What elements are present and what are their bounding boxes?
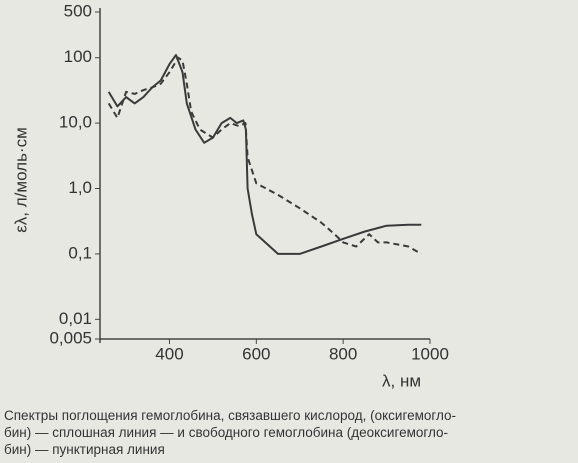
y-tick-label: 10,0 [59,113,92,132]
x-tick-label: 800 [329,344,357,363]
y-tick-label: 0,1 [68,243,92,262]
y-tick-label: 0,005 [49,328,92,347]
y-tick-label: 100 [64,47,92,66]
caption: Спектры поглощения гемоглобина, связавше… [4,407,578,458]
spectrum-line [107,56,422,255]
y-axis-label: ελ, л/моль·см [11,127,30,233]
x-axis-label: λ, нм [382,371,421,390]
x-tick-label: 1000 [411,344,449,363]
spectrum-line [107,54,422,255]
y-tick-label: 500 [64,1,92,20]
caption-line: бин) — пунктирная линия [4,442,165,457]
y-tick-label: 1,0 [68,178,92,197]
x-tick-label: 400 [155,344,183,363]
y-tick-label: 0,01 [59,309,92,328]
caption-line: Спектры поглощения гемоглобина, связавше… [4,408,457,423]
x-tick-label: 600 [242,344,270,363]
caption-line: бин) — сплошная линия — и свободного гем… [4,425,449,440]
